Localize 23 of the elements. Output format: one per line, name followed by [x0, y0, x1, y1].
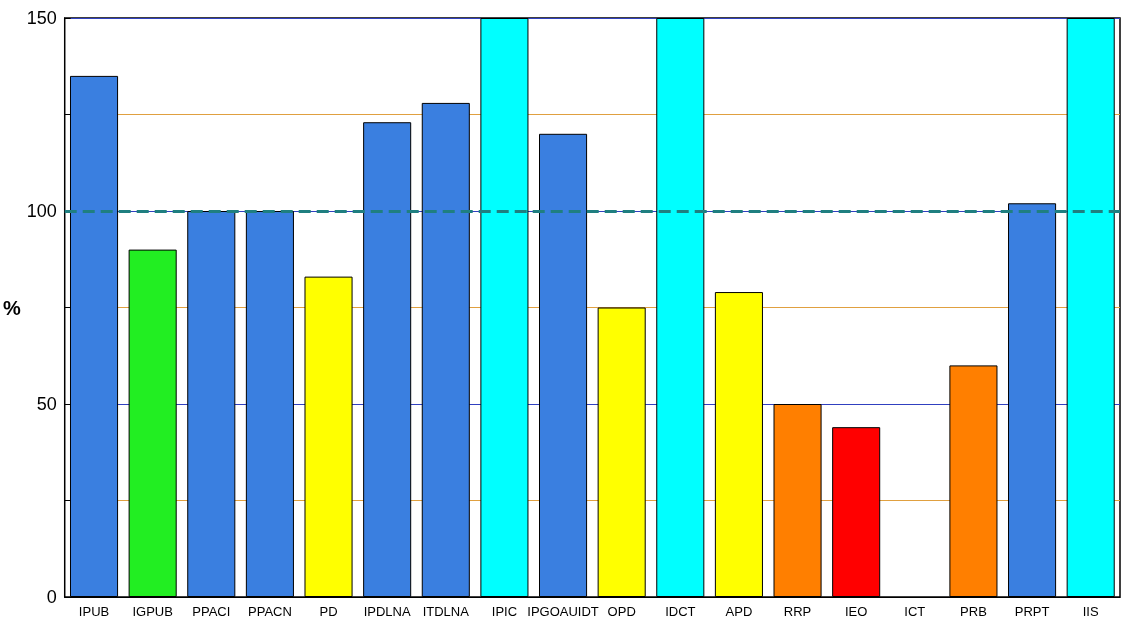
- x-tick-label: PPACI: [192, 604, 231, 619]
- x-tick-label: IPGOAUIDT: [527, 604, 599, 619]
- x-tick-label: RRP: [783, 604, 812, 619]
- y-tick-label: 150: [26, 8, 57, 28]
- x-tick-label: PD: [319, 604, 338, 619]
- x-tick-label: PPACN: [248, 604, 292, 619]
- x-tick-label: ITDLNA: [422, 604, 470, 619]
- y-tick-label: 0: [46, 587, 57, 607]
- x-tick-label: IPIC: [491, 604, 518, 619]
- x-tick-label: IGPUB: [132, 604, 173, 619]
- x-tick-label: ICT: [904, 604, 926, 619]
- y-tick-label: 50: [36, 394, 57, 414]
- x-tick-label: OPD: [607, 604, 636, 619]
- x-tick-label: IIS: [1082, 604, 1099, 619]
- x-tick-label: IEO: [844, 604, 868, 619]
- x-tick-label: APD: [725, 604, 753, 619]
- x-tick-label: IPDLNA: [363, 604, 411, 619]
- y-tick-label: 100: [26, 201, 57, 221]
- y-axis-title: %: [2, 296, 21, 319]
- x-tick-label: PRB: [960, 604, 987, 619]
- x-tick-label: IPUB: [78, 604, 110, 619]
- x-tick-label: PRPT: [1014, 604, 1050, 619]
- x-tick-label: IDCT: [665, 604, 696, 619]
